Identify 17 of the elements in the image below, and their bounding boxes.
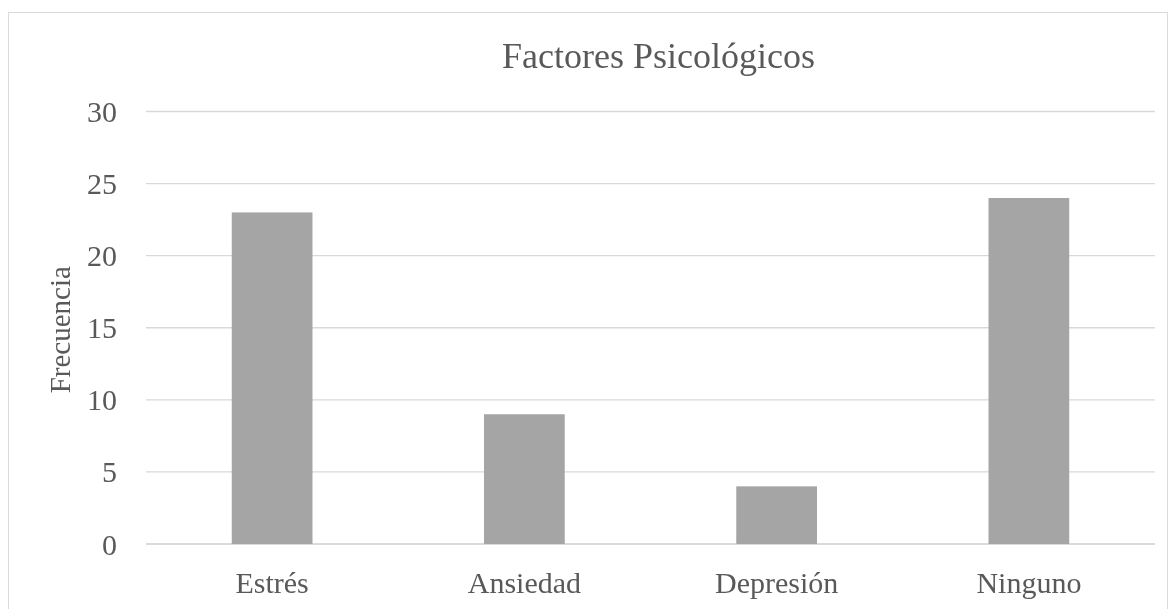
y-tick-label: 10 — [87, 383, 117, 417]
bar — [484, 414, 565, 544]
x-tick-label: Depresión — [714, 566, 839, 599]
bar — [736, 486, 817, 544]
y-tick-label: 25 — [87, 167, 117, 201]
y-axis-title: Frecuencia — [44, 266, 76, 394]
y-tick-label: 20 — [87, 239, 117, 273]
y-tick-label: 0 — [102, 527, 117, 561]
x-tick-label: Estrés — [235, 566, 309, 599]
y-tick-label: 30 — [87, 95, 117, 128]
chart-title: Factores Psicológicos — [502, 36, 815, 76]
bar — [988, 198, 1070, 544]
bar — [231, 212, 313, 544]
y-tick-label: 5 — [102, 455, 117, 489]
x-tick-label: Ninguno — [976, 566, 1082, 599]
y-tick-label: 15 — [87, 311, 117, 345]
x-tick-label: Ansiedad — [467, 566, 582, 599]
